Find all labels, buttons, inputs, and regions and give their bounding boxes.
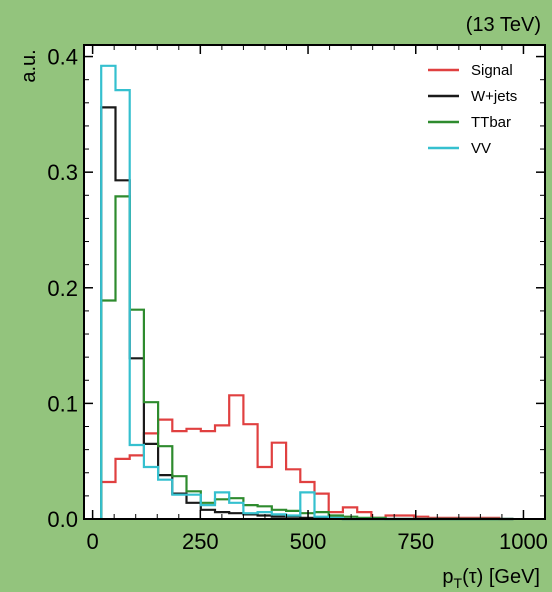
x-tick-label: 1000 bbox=[499, 529, 548, 554]
plot-frame bbox=[83, 44, 546, 520]
y-tick-label: 0.2 bbox=[47, 276, 78, 301]
x-axis-title-sub: T bbox=[454, 575, 463, 591]
x-tick-label: 0 bbox=[86, 529, 98, 554]
legend-label-ttbar: TTbar bbox=[471, 114, 511, 131]
legend-label-w-jets: W+jets bbox=[471, 88, 517, 105]
energy-label: (13 TeV) bbox=[466, 14, 541, 36]
y-axis-title: a.u. bbox=[18, 49, 40, 82]
x-axis-title-rest: (τ) [GeV] bbox=[462, 566, 540, 588]
x-axis-title: pT(τ) [GeV] bbox=[442, 566, 540, 591]
plot-area-background bbox=[84, 45, 545, 519]
x-tick-label: 500 bbox=[290, 529, 327, 554]
y-tick-label: 0.4 bbox=[47, 45, 78, 70]
legend: Signal W+jets TTbar VV bbox=[428, 62, 517, 157]
y-tick-label: 0.3 bbox=[47, 160, 78, 185]
x-tick-label: 750 bbox=[397, 529, 434, 554]
y-tick-label: 0.0 bbox=[47, 507, 78, 532]
ticks-layer: 0 250 500 750 1000 0.0 0.1 0.2 0.3 0.4 bbox=[47, 45, 548, 554]
legend-label-vv: VV bbox=[471, 140, 491, 157]
y-tick-label: 0.1 bbox=[47, 391, 78, 416]
legend-label-signal: Signal bbox=[471, 62, 513, 79]
x-tick-label: 250 bbox=[182, 529, 219, 554]
x-axis-title-main: p bbox=[442, 566, 453, 588]
